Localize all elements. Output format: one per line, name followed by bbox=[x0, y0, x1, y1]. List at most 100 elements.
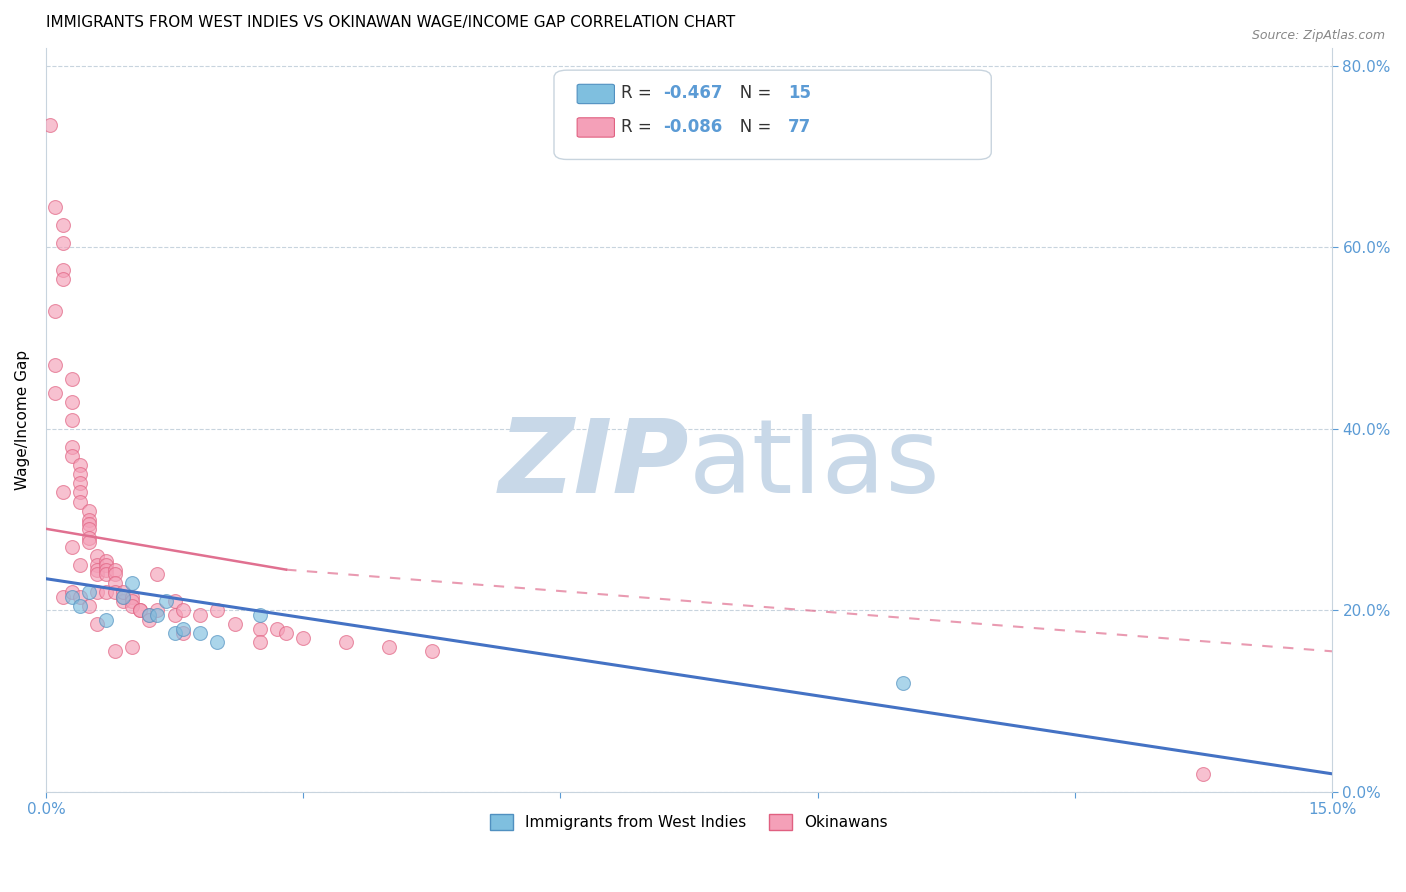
Point bbox=[163, 607, 186, 622]
Point bbox=[69, 458, 91, 473]
Point bbox=[207, 635, 229, 649]
Point bbox=[292, 631, 315, 645]
Point bbox=[335, 635, 357, 649]
Point bbox=[44, 359, 66, 373]
Point bbox=[266, 622, 288, 636]
Text: N =: N = bbox=[724, 84, 776, 103]
Point bbox=[103, 567, 125, 582]
Point bbox=[94, 563, 117, 577]
Point bbox=[77, 522, 100, 536]
Point bbox=[69, 467, 91, 482]
Point bbox=[172, 622, 194, 636]
Point bbox=[52, 218, 75, 232]
Point bbox=[44, 385, 66, 400]
Point bbox=[60, 449, 83, 463]
Point bbox=[129, 603, 152, 617]
Point bbox=[60, 585, 83, 599]
Point bbox=[69, 599, 91, 613]
Point bbox=[60, 590, 83, 604]
Point bbox=[60, 413, 83, 427]
Text: ZIP: ZIP bbox=[498, 414, 689, 515]
Point bbox=[52, 590, 75, 604]
Point bbox=[69, 476, 91, 491]
Point bbox=[60, 372, 83, 386]
Point bbox=[103, 644, 125, 658]
Point bbox=[121, 590, 143, 604]
Point bbox=[103, 585, 125, 599]
Point bbox=[249, 622, 271, 636]
Point bbox=[188, 626, 211, 640]
Point bbox=[146, 603, 169, 617]
Text: IMMIGRANTS FROM WEST INDIES VS OKINAWAN WAGE/INCOME GAP CORRELATION CHART: IMMIGRANTS FROM WEST INDIES VS OKINAWAN … bbox=[46, 15, 735, 30]
Point bbox=[77, 535, 100, 549]
Point bbox=[121, 594, 143, 608]
Point bbox=[77, 531, 100, 545]
Text: R =: R = bbox=[621, 119, 657, 136]
Point bbox=[86, 585, 108, 599]
Point bbox=[129, 603, 152, 617]
FancyBboxPatch shape bbox=[554, 70, 991, 160]
Point bbox=[52, 485, 75, 500]
FancyBboxPatch shape bbox=[576, 118, 614, 137]
Point bbox=[86, 567, 108, 582]
Text: atlas: atlas bbox=[689, 414, 941, 515]
Point bbox=[112, 590, 135, 604]
Point bbox=[112, 585, 135, 599]
Point bbox=[121, 640, 143, 654]
Point bbox=[94, 567, 117, 582]
Point bbox=[94, 558, 117, 573]
Point bbox=[86, 549, 108, 563]
Point bbox=[69, 590, 91, 604]
Legend: Immigrants from West Indies, Okinawans: Immigrants from West Indies, Okinawans bbox=[484, 808, 894, 837]
Point bbox=[86, 558, 108, 573]
Point bbox=[249, 607, 271, 622]
Point bbox=[112, 590, 135, 604]
Point bbox=[60, 440, 83, 454]
Point bbox=[69, 558, 91, 573]
Point bbox=[121, 576, 143, 591]
Text: N =: N = bbox=[724, 119, 776, 136]
Point bbox=[163, 626, 186, 640]
Point bbox=[155, 594, 177, 608]
Point bbox=[249, 635, 271, 649]
Point bbox=[172, 626, 194, 640]
Point bbox=[138, 613, 160, 627]
Point bbox=[224, 617, 246, 632]
Point bbox=[77, 517, 100, 532]
Point bbox=[121, 599, 143, 613]
Point bbox=[52, 235, 75, 250]
Point bbox=[52, 263, 75, 277]
Point bbox=[163, 594, 186, 608]
Text: 15: 15 bbox=[787, 84, 811, 103]
Point bbox=[94, 613, 117, 627]
Point bbox=[893, 676, 915, 690]
Point bbox=[86, 617, 108, 632]
FancyBboxPatch shape bbox=[576, 85, 614, 103]
Point bbox=[94, 585, 117, 599]
Point bbox=[378, 640, 401, 654]
Point bbox=[69, 485, 91, 500]
Text: Source: ZipAtlas.com: Source: ZipAtlas.com bbox=[1251, 29, 1385, 42]
Point bbox=[60, 394, 83, 409]
Point bbox=[60, 540, 83, 554]
Point bbox=[146, 567, 169, 582]
Text: -0.086: -0.086 bbox=[664, 119, 723, 136]
Point bbox=[44, 200, 66, 214]
Point bbox=[420, 644, 443, 658]
Point bbox=[77, 513, 100, 527]
Point bbox=[39, 118, 62, 132]
Point bbox=[172, 603, 194, 617]
Y-axis label: Wage/Income Gap: Wage/Income Gap bbox=[15, 350, 30, 490]
Point bbox=[138, 607, 160, 622]
Text: R =: R = bbox=[621, 84, 657, 103]
Point bbox=[103, 576, 125, 591]
Point bbox=[69, 494, 91, 508]
Point bbox=[207, 603, 229, 617]
Point bbox=[274, 626, 297, 640]
Point bbox=[94, 553, 117, 567]
Point bbox=[188, 607, 211, 622]
Text: 77: 77 bbox=[787, 119, 811, 136]
Point bbox=[52, 272, 75, 286]
Point bbox=[77, 503, 100, 517]
Point bbox=[44, 304, 66, 318]
